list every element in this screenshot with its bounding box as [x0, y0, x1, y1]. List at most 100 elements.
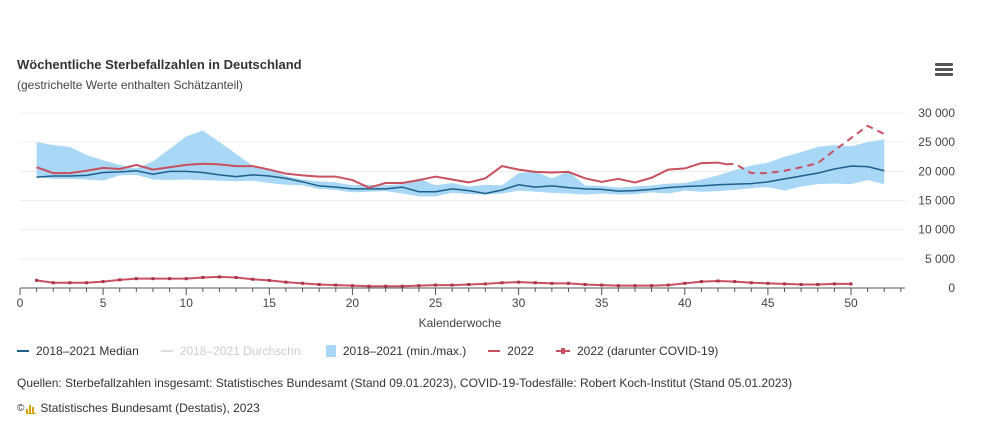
menu-bar: [935, 63, 953, 66]
legend-item-median[interactable]: 2018–2021 Median: [17, 344, 139, 358]
x-tick-label: 15: [263, 296, 277, 310]
covid-marker: [301, 281, 305, 285]
covid-marker: [101, 280, 105, 284]
covid-marker: [350, 284, 354, 288]
legend-item-2022[interactable]: 2022: [488, 344, 534, 358]
legend-item-average[interactable]: 2018–2021 Durchschn.: [160, 344, 304, 358]
legend-line-icon: [160, 350, 173, 352]
hamburger-menu-icon[interactable]: [935, 63, 953, 79]
covid-marker: [334, 283, 338, 287]
covid-marker: [783, 282, 787, 286]
covid-marker: [600, 283, 604, 287]
menu-bar: [935, 68, 953, 71]
covid-marker: [716, 279, 720, 283]
series-lines: [36, 124, 885, 288]
legend-label: 2022 (darunter COVID-19): [576, 344, 719, 358]
copyright-icon: ©: [17, 402, 25, 414]
covid-marker: [384, 284, 388, 288]
covid-marker: [766, 281, 770, 285]
covid-marker: [749, 281, 753, 285]
covid-marker: [517, 280, 521, 284]
copyright-line: © Statistisches Bundesamt (Destatis), 20…: [17, 401, 260, 415]
line-2022: [36, 161, 727, 189]
covid-marker: [251, 277, 255, 281]
covid-marker: [267, 278, 271, 282]
x-tick-label: 10: [180, 296, 194, 310]
covid-marker: [467, 283, 471, 286]
covid-marker: [201, 276, 205, 279]
legend-line-icon: [17, 350, 29, 352]
covid-marker: [84, 281, 88, 285]
covid-marker: [566, 281, 570, 285]
covid-marker: [367, 284, 371, 288]
destatis-logo-icon: [26, 403, 37, 414]
x-tick-label: 45: [761, 296, 775, 310]
legend-item-min-max[interactable]: 2018–2021 (min./max.): [325, 344, 467, 358]
covid-marker: [234, 276, 238, 279]
covid-markers: [35, 275, 853, 288]
min-max-band: [36, 130, 885, 197]
covid-marker: [450, 283, 454, 287]
y-tick-label: 25 000: [918, 135, 955, 149]
legend-label: 2018–2021 Durchschn.: [179, 344, 304, 358]
min-max-area: [36, 130, 885, 197]
covid-marker: [616, 284, 620, 288]
covid-line: [36, 275, 851, 288]
covid-marker: [434, 283, 437, 287]
menu-bar: [935, 73, 953, 76]
legend-label: 2022: [507, 344, 534, 358]
chart-area: 0 5 10 15 20 25 30 35 40 45 50 0 5 000 10 000 15 000 2…: [17, 106, 956, 330]
covid-marker: [500, 281, 504, 285]
covid-marker: [533, 281, 537, 285]
covid-marker: [35, 278, 39, 282]
covid-marker: [68, 281, 72, 285]
y-tick-label: 20 000: [918, 164, 955, 178]
x-tick-label: 25: [429, 296, 443, 310]
covid-marker: [51, 281, 55, 285]
covid-marker: [683, 281, 687, 285]
y-axis: 0 5 000 10 000 15 000 20 000 25 000 30 000: [918, 106, 955, 295]
chart-title: Wöchentliche Sterbefallzahlen in Deutsch…: [17, 57, 302, 72]
covid-marker: [550, 281, 554, 285]
x-tick-label: 5: [100, 296, 107, 310]
y-tick-label: 0: [948, 281, 955, 295]
legend: 2018–2021 Median 2018–2021 Durchschn. 20…: [17, 344, 740, 358]
source-note: Quellen: Sterbefallzahlen insgesamt: Sta…: [17, 376, 793, 390]
legend-label: 2018–2021 Median: [36, 344, 139, 358]
covid-marker: [733, 280, 737, 284]
covid-marker: [400, 284, 404, 288]
x-tick-label: 50: [844, 296, 858, 310]
covid-marker: [633, 284, 637, 288]
covid-marker: [151, 277, 155, 281]
x-tick-label: 0: [17, 296, 24, 310]
x-tick-label: 35: [595, 296, 609, 310]
x-axis: 0 5 10 15 20 25 30 35 40 45 50: [17, 287, 905, 310]
covid-marker: [317, 283, 321, 286]
x-axis-title: Kalenderwoche: [419, 316, 502, 330]
covid-marker: [417, 284, 421, 288]
covid-marker: [583, 283, 587, 286]
covid-marker: [799, 283, 803, 286]
covid-marker: [666, 283, 670, 287]
chart-subtitle: (gestrichelte Werte enthalten Schätzante…: [17, 78, 243, 92]
legend-label: 2018–2021 (min./max.): [342, 344, 467, 358]
covid-marker: [134, 277, 138, 281]
legend-item-covid[interactable]: 2022 (darunter COVID-19): [555, 344, 719, 358]
covid-marker: [849, 282, 853, 286]
covid-marker: [168, 277, 172, 281]
covid-marker: [184, 277, 188, 281]
y-tick-label: 30 000: [918, 106, 955, 120]
legend-line-icon: [488, 350, 501, 352]
covid-marker: [118, 278, 122, 282]
copyright-text: Statistisches Bundesamt (Destatis), 2023: [40, 401, 260, 415]
legend-box-icon: [325, 345, 336, 357]
y-tick-label: 5 000: [925, 252, 955, 266]
y-tick-label: 10 000: [918, 223, 955, 237]
x-tick-label: 30: [512, 296, 526, 310]
covid-marker: [284, 280, 288, 284]
covid-marker: [650, 284, 654, 288]
x-tick-label: 20: [346, 296, 360, 310]
covid-marker: [217, 275, 221, 279]
covid-marker: [699, 280, 703, 284]
y-tick-label: 15 000: [918, 194, 955, 208]
